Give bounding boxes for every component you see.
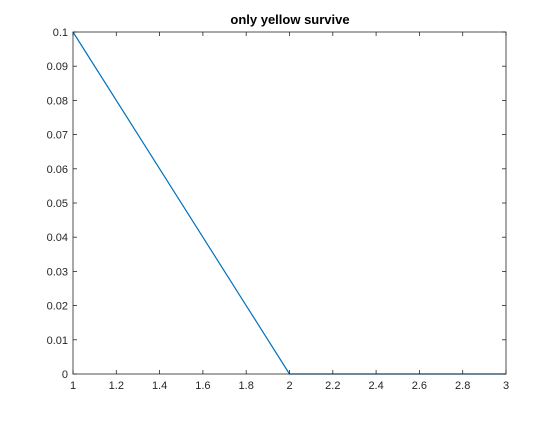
x-axis-ticks: 1 1.2 1.4 1.6 1.8 2 2.2 2.4 2.6 2.8 3 xyxy=(70,32,509,392)
y-tick-label: 0.06 xyxy=(47,164,68,176)
x-tick-label: 2.2 xyxy=(325,380,340,392)
y-tick-label: 0.02 xyxy=(47,301,68,313)
y-tick-label: 0 xyxy=(62,369,68,381)
plot-background xyxy=(73,32,506,374)
y-tick-label: 0.01 xyxy=(47,335,68,347)
y-axis-ticks: 0 0.01 0.02 0.03 0.04 0.05 0.06 0.07 0.08 0.09 0.1 xyxy=(47,27,506,381)
x-tick-label: 2.4 xyxy=(368,380,383,392)
y-tick-label: 0.04 xyxy=(47,232,68,244)
x-tick-label: 1.6 xyxy=(195,380,210,392)
x-tick-label: 2.6 xyxy=(412,380,427,392)
plot-area xyxy=(73,32,506,374)
x-tick-label: 1 xyxy=(70,380,76,392)
x-tick-label: 1.2 xyxy=(109,380,124,392)
y-tick-label: 0.03 xyxy=(47,266,68,278)
y-tick-label: 0.08 xyxy=(47,95,68,107)
y-tick-label: 0.07 xyxy=(47,130,68,142)
y-tick-label: 0.1 xyxy=(53,27,68,39)
x-tick-label: 1.8 xyxy=(239,380,254,392)
x-tick-label: 2 xyxy=(286,380,292,392)
chart-title: only yellow survive xyxy=(230,12,349,27)
x-tick-label: 2.8 xyxy=(455,380,470,392)
y-tick-label: 0.09 xyxy=(47,61,68,73)
x-tick-label: 1.4 xyxy=(152,380,167,392)
x-tick-label: 3 xyxy=(503,380,509,392)
y-tick-label: 0.05 xyxy=(47,198,68,210)
